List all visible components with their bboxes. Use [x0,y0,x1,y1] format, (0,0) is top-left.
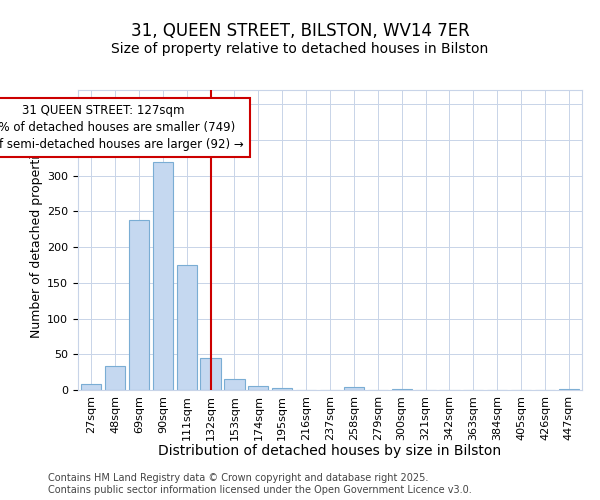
Bar [81,384,101,390]
Bar [129,220,149,390]
Bar [200,358,221,390]
Text: Contains HM Land Registry data © Crown copyright and database right 2025.
Contai: Contains HM Land Registry data © Crown c… [48,474,472,495]
Bar [559,388,579,390]
Bar [248,386,268,390]
Y-axis label: Number of detached properties: Number of detached properties [30,142,43,338]
Bar [176,265,197,390]
Text: 31 QUEEN STREET: 127sqm
← 89% of detached houses are smaller (749)
11% of semi-d: 31 QUEEN STREET: 127sqm ← 89% of detache… [0,104,244,152]
Bar [344,387,364,390]
Bar [105,366,125,390]
Bar [272,388,292,390]
X-axis label: Distribution of detached houses by size in Bilston: Distribution of detached houses by size … [158,444,502,458]
Bar [224,378,245,390]
Bar [152,162,173,390]
Text: 31, QUEEN STREET, BILSTON, WV14 7ER: 31, QUEEN STREET, BILSTON, WV14 7ER [131,22,469,40]
Text: Size of property relative to detached houses in Bilston: Size of property relative to detached ho… [112,42,488,56]
